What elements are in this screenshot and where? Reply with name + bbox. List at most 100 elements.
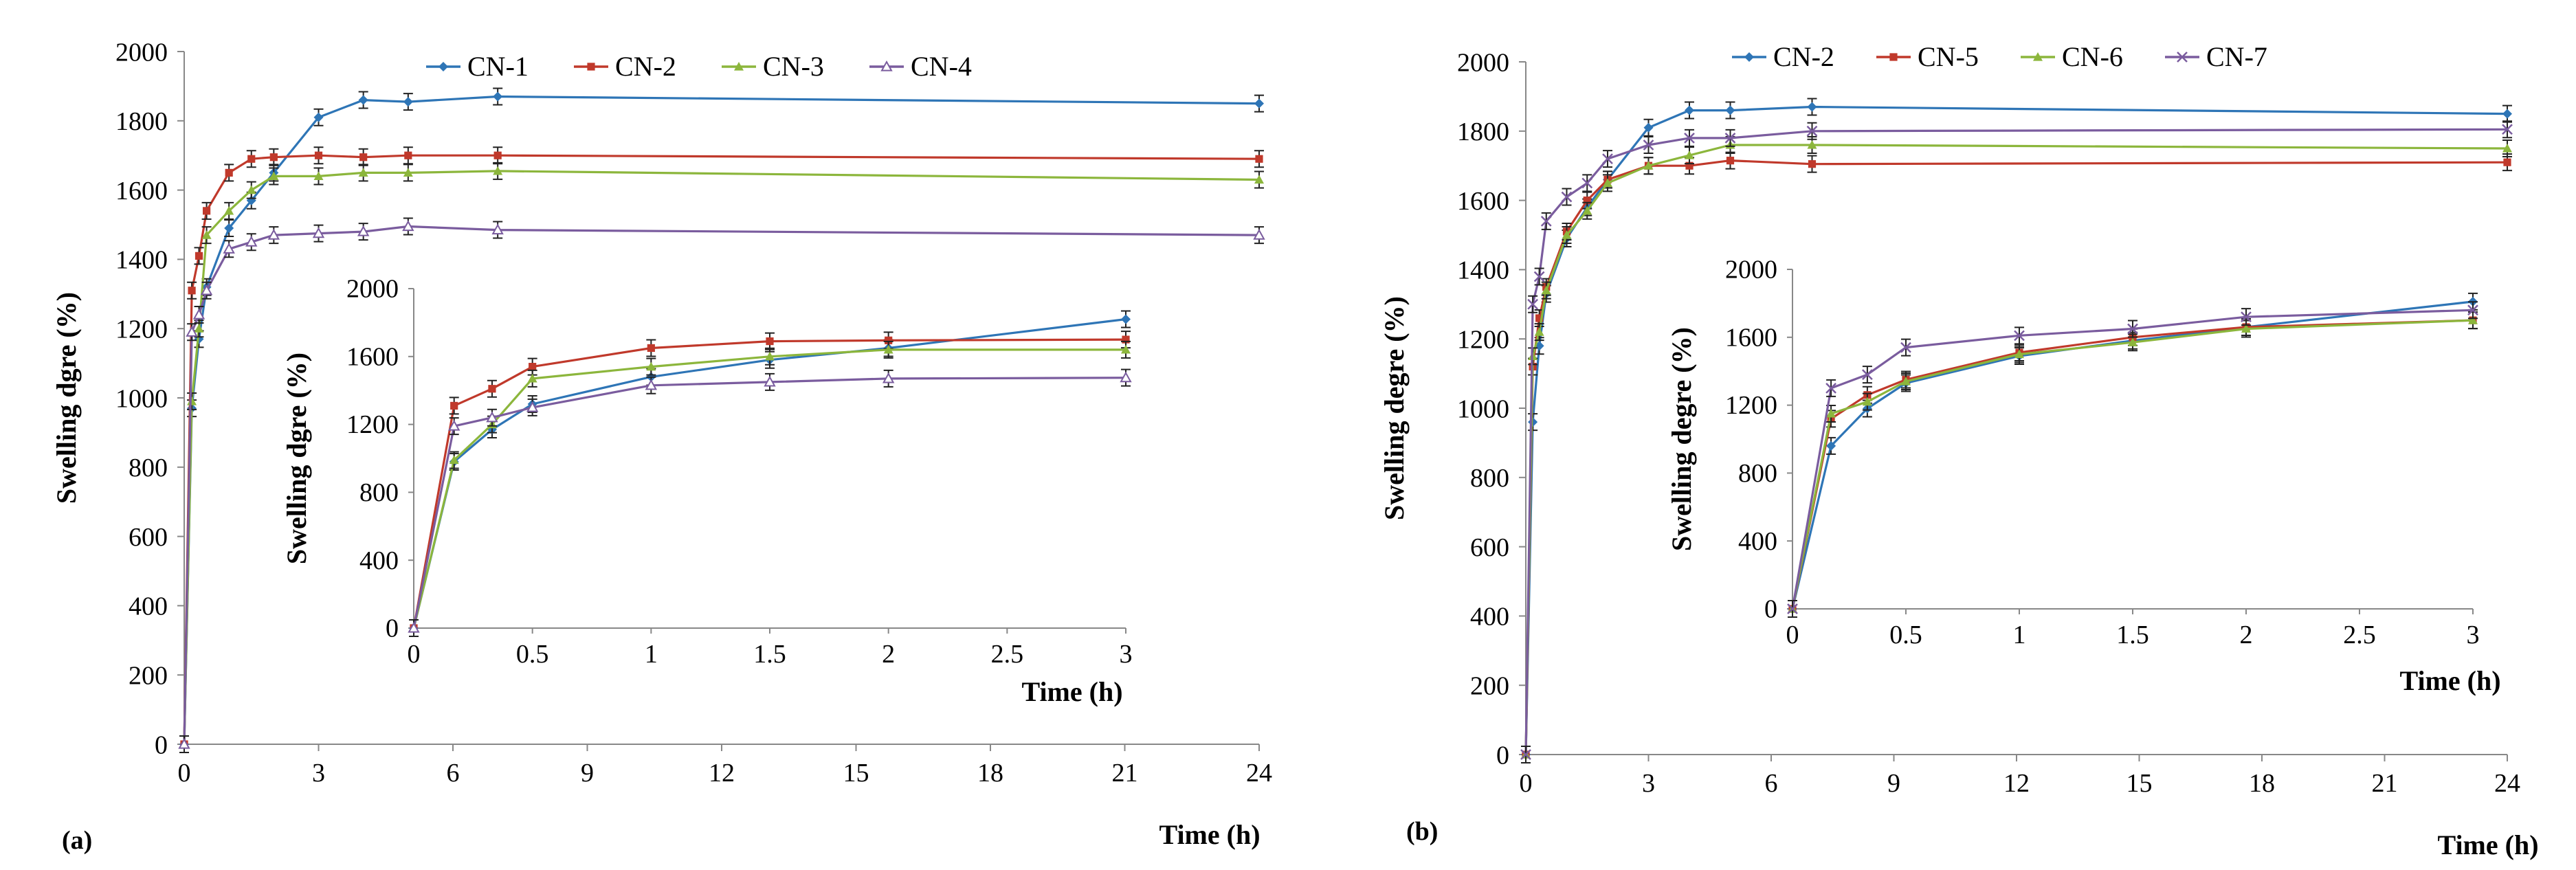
data-point <box>491 223 504 235</box>
x-axis-title: Time (h) <box>1159 819 1260 850</box>
data-point <box>883 344 893 354</box>
data-point <box>1253 229 1265 240</box>
y-tick-label: 400 <box>359 546 399 575</box>
series-line <box>412 338 1126 629</box>
data-point <box>269 153 278 161</box>
data-point <box>1520 749 1531 760</box>
data-point <box>1535 314 1544 322</box>
legend-label: CN-5 <box>1918 41 1979 72</box>
y-tick-label: 1400 <box>115 246 168 275</box>
y-tick-label: 1000 <box>115 384 168 413</box>
series-line <box>1524 128 2508 755</box>
data-point <box>645 379 658 390</box>
series-CN-2 <box>409 331 1131 637</box>
data-point <box>488 385 496 393</box>
legend-label: CN-4 <box>911 51 972 82</box>
y-tick-label: 1200 <box>1725 391 1777 420</box>
legend-marker <box>2033 52 2043 61</box>
data-point <box>2241 311 2252 323</box>
data-point <box>1862 397 1872 406</box>
data-point <box>312 227 325 238</box>
x-tick-label: 18 <box>977 759 1003 788</box>
y-tick-label: 1800 <box>115 107 168 136</box>
x-tick-label: 0 <box>1520 769 1533 798</box>
data-point <box>246 185 256 194</box>
data-point <box>1581 177 1593 189</box>
data-point <box>1807 140 1817 149</box>
data-point <box>1900 342 1911 353</box>
data-point <box>2467 304 2478 316</box>
data-point <box>1540 215 1552 227</box>
inset-background <box>311 275 1153 704</box>
series-line <box>1791 309 2474 610</box>
y-tick-label: 1600 <box>346 342 399 371</box>
data-point <box>1826 440 1836 451</box>
x-tick-label: 24 <box>2494 769 2520 798</box>
data-point <box>766 337 774 346</box>
series-line <box>183 154 1260 745</box>
x-tick-label: 24 <box>1246 759 1272 788</box>
legend-label: CN-6 <box>2062 41 2123 72</box>
legend-label: CN-7 <box>2206 41 2267 72</box>
x-tick-label: 3 <box>1120 640 1133 669</box>
y-tick-label: 1200 <box>1457 326 1509 355</box>
x-tick-label: 12 <box>2003 769 2030 798</box>
data-point <box>529 363 537 371</box>
data-point <box>493 166 503 175</box>
data-point <box>178 737 190 749</box>
legend: CN-2 CN-5 CN-6 CN-7 <box>1732 41 2267 72</box>
data-point <box>1684 132 1695 144</box>
series-line <box>1524 105 2508 755</box>
y-tick-label: 800 <box>129 454 168 482</box>
y-tick-label: 400 <box>1738 527 1777 556</box>
data-point <box>223 243 235 254</box>
legend-label: CN-2 <box>1773 41 1834 72</box>
data-point <box>1541 285 1551 295</box>
chart-b-inset: 0 400 800 1200 1600 2000 0 0.5 1 1.5 2 2.5 3 Time (h)… <box>1666 256 2501 696</box>
panel-label: (b) <box>1406 817 1438 846</box>
data-point <box>1807 102 1817 112</box>
data-point <box>224 205 234 215</box>
legend: CN-1 CN-2 CN-3 CN-4 <box>426 51 972 82</box>
x-tick-label: 0.5 <box>516 640 549 669</box>
data-point <box>195 252 203 260</box>
data-point <box>267 229 280 240</box>
x-tick-label: 9 <box>581 759 594 788</box>
x-tick-label: 2.5 <box>991 640 1024 669</box>
data-point <box>269 171 279 181</box>
x-axis-title: Time (h) <box>2437 829 2538 860</box>
data-point <box>2014 330 2025 342</box>
x-tick-label: 1.5 <box>2116 621 2149 649</box>
x-tick-label: 3 <box>1642 769 1655 798</box>
data-point <box>359 153 368 161</box>
y-tick-label: 2000 <box>115 38 168 67</box>
data-point <box>1527 298 1538 310</box>
y-axis-title: Swelling dgre (%) <box>51 292 82 504</box>
data-point <box>1255 155 1263 163</box>
y-tick-label: 400 <box>1470 603 1509 632</box>
x-tick-label: 9 <box>1887 769 1900 798</box>
x-tick-label: 21 <box>1112 759 1138 788</box>
data-point <box>1583 197 1591 205</box>
data-point <box>1725 105 1735 115</box>
x-tick-label: 3 <box>2467 621 2480 649</box>
legend-marker <box>734 62 744 71</box>
y-tick-label: 200 <box>1470 672 1509 701</box>
y-tick-label: 0 <box>1496 741 1509 770</box>
data-point <box>493 91 503 102</box>
series-CN-7 <box>1520 120 2513 763</box>
data-point <box>1643 122 1654 133</box>
data-point <box>486 411 498 423</box>
data-point <box>188 287 196 295</box>
y-tick-label: 2000 <box>346 275 399 304</box>
data-point <box>225 168 233 177</box>
series-line <box>412 348 1126 629</box>
series-CN-7 <box>1787 301 2478 618</box>
data-point <box>882 372 895 383</box>
data-point <box>408 621 420 633</box>
data-point <box>194 324 204 333</box>
data-point <box>224 223 234 234</box>
data-point <box>1643 161 1654 170</box>
